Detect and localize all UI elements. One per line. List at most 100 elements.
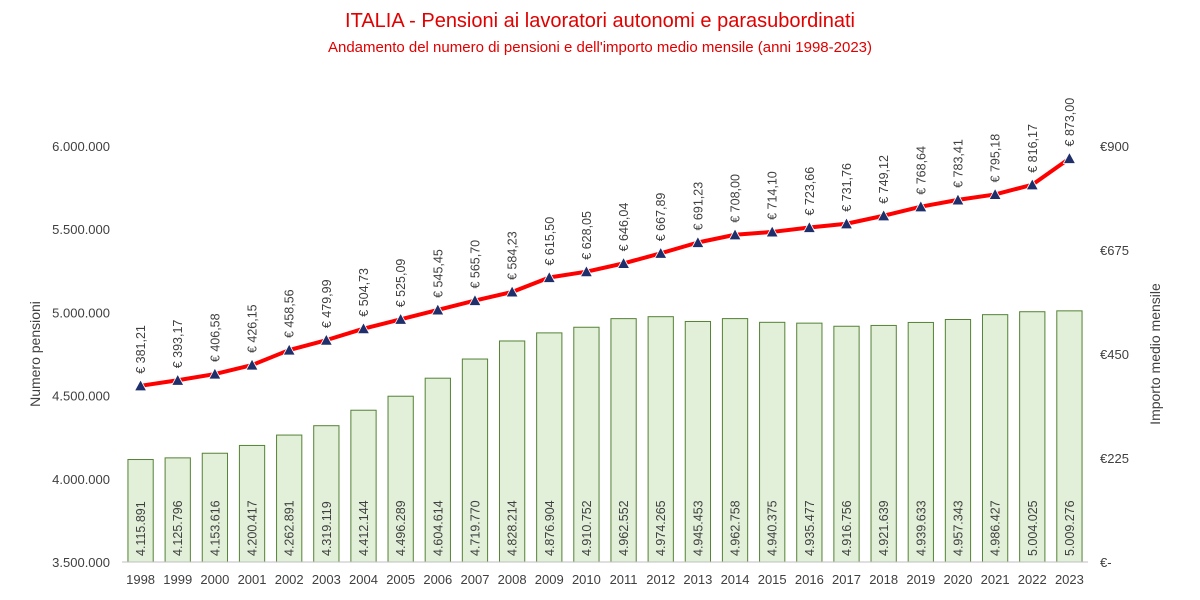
line-point-marker [802,220,817,233]
y-tick-label: 4.500.000 [52,389,110,404]
x-tick-label: 2023 [1055,572,1084,587]
line-data-label: € 691,23 [691,182,705,231]
line-data-label: € 723,66 [803,167,817,216]
bar [573,326,600,563]
line-data-label: € 708,00 [729,174,743,223]
x-tick-label: 2006 [423,572,452,587]
line-series [140,156,1071,388]
bar-data-label: 4.319.119 [320,501,334,556]
y2-tick-label: €- [1100,555,1112,570]
y2-tick-label: €900 [1100,139,1129,154]
x-tick-label: 1998 [126,572,155,587]
line-data-label: € 628,05 [580,211,594,260]
bar-data-label: 4.200.417 [246,500,260,556]
line-point-marker [654,246,668,259]
bar-data-label: 4.719.770 [468,500,482,556]
bar-data-label: 4.115.891 [134,501,148,556]
line-point-marker [393,312,408,325]
line-data-label: € 584,23 [506,231,520,280]
x-tick-label: 2010 [572,572,601,587]
bar-data-label: 4.921.639 [877,500,891,556]
line-data-label: € 646,04 [617,203,631,252]
bar-data-label: 4.962.552 [617,500,631,556]
line-data-label: € 458,56 [283,289,297,338]
line-point-marker [691,235,705,248]
line-data-label: € 714,10 [766,171,780,220]
bar [201,452,229,563]
line-point-marker [505,285,519,298]
line-point-marker [133,378,148,392]
bar [870,324,897,563]
bar [238,444,266,563]
line-point-marker [728,227,742,241]
y2-tick-label: €675 [1100,243,1129,258]
line-data-label: € 525,09 [394,259,408,308]
line-point-marker [1062,151,1077,164]
bar-data-label: 4.939.633 [914,500,928,556]
line-point-marker [319,333,334,346]
line-data-label: € 615,50 [543,217,557,266]
y2-tick-label: €225 [1100,451,1129,466]
line-point-marker [542,270,556,283]
line-point-marker [988,187,1002,200]
bar [1056,310,1083,563]
bar-data-label: 4.153.616 [208,500,222,556]
line-point-marker [914,199,928,213]
x-tick-label: 2008 [498,572,527,587]
bar-data-label: 4.916.756 [840,500,854,556]
y-tick-label: 4.000.000 [52,472,110,487]
line-data-label: € 381,21 [134,325,148,374]
line-data-label: € 479,99 [320,279,334,328]
line-data-label: € 795,18 [989,134,1003,183]
bar-data-label: 4.125.796 [171,500,185,556]
bar-data-label: 4.986.427 [989,500,1003,556]
chart-subtitle: Andamento del numero di pensioni e dell'… [327,39,873,56]
bar-data-label: 4.910.752 [580,500,594,556]
line-point-marker [468,293,482,306]
x-tick-label: 2017 [832,572,861,587]
line-data-label: € 667,89 [654,193,668,242]
bar-data-label: 4.935.477 [803,500,817,556]
x-tick-label: 2009 [535,572,564,587]
x-tick-label: 2003 [312,572,341,587]
x-tick-label: 2001 [238,572,267,587]
x-tick-label: 2015 [758,572,787,587]
line-point-marker [951,193,965,206]
x-tick-label: 2007 [461,572,490,587]
x-tick-label: 2019 [906,572,935,587]
chart-title: ITALIA - Pensioni ai lavoratori autonomi… [345,10,855,32]
x-tick-label: 2016 [795,572,824,587]
bar [127,459,154,563]
bar [796,322,823,563]
bar [833,325,860,563]
x-tick-label: 2011 [610,572,638,587]
bar [461,358,489,563]
line-data-label: € 731,76 [840,163,854,212]
line-data-label: € 406,58 [208,313,222,362]
line-point-marker [876,208,891,222]
line-point-marker [579,264,594,278]
x-tick-label: 2005 [386,572,415,587]
line-point-marker [431,303,445,316]
line-data-label: € 545,45 [431,249,445,298]
bar-data-label: 4.262.891 [283,500,297,556]
y2-tick-label: €450 [1100,347,1129,362]
bar-data-label: 4.974.265 [654,500,668,556]
bar-data-label: 4.876.904 [543,500,557,556]
bar [907,321,934,563]
x-tick-label: 2022 [1018,572,1047,587]
line-data-label: € 768,64 [914,146,928,195]
x-tick-label: 2013 [683,572,712,587]
bar-data-label: 4.496.289 [394,500,408,556]
bar [1019,311,1046,563]
bar [981,314,1009,563]
line-point-marker [356,321,371,335]
bar-data-label: 4.962.758 [729,500,743,556]
y-axis-title: Numero pensioni [27,301,43,407]
x-tick-label: 2004 [349,572,378,587]
line-point-marker [765,225,779,238]
line-data-label: € 873,00 [1063,98,1077,147]
line-data-label: € 565,70 [468,240,482,289]
y-tick-label: 5.000.000 [52,305,110,320]
